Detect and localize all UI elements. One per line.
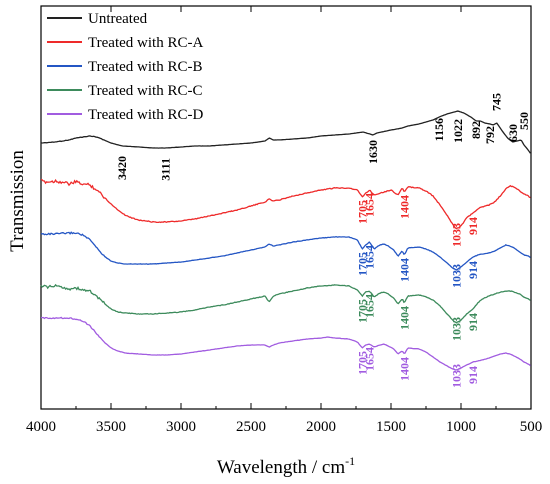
x-tick-label: 3500 xyxy=(96,419,126,435)
x-tick-label: 2000 xyxy=(306,419,336,435)
legend: Untreated Treated with RC-A Treated with R… xyxy=(47,11,203,123)
x-tick-label: 2500 xyxy=(236,419,266,435)
peak-label: 1654 xyxy=(362,193,376,217)
peak-label: 630 xyxy=(506,124,520,142)
peak-label: 914 xyxy=(466,217,480,235)
x-axis-title-text: Wavelength / cm xyxy=(217,457,345,478)
legend-label: Treated with RC-C xyxy=(88,83,202,99)
peak-label: 1033 xyxy=(449,223,463,247)
legend-label: Treated with RC-A xyxy=(88,35,203,51)
x-tick-label: 3000 xyxy=(166,419,196,435)
peak-label: 914 xyxy=(466,366,480,384)
legend-label: Treated with RC-D xyxy=(88,107,203,123)
peak-label: 1033 xyxy=(449,364,463,388)
peak-label: 1033 xyxy=(449,264,463,288)
peak-label: 792 xyxy=(483,126,497,144)
peak-label: 1705 xyxy=(355,299,369,323)
peak-label: 1705 xyxy=(355,200,369,224)
x-tick-label: 4000 xyxy=(26,419,56,435)
peak-label: 1654 xyxy=(362,245,376,269)
series-line-5 xyxy=(40,316,531,371)
legend-label: Treated with RC-B xyxy=(88,59,202,75)
peak-label: 1033 xyxy=(449,317,463,341)
peak-label: 1404 xyxy=(397,357,411,381)
peak-label: 1654 xyxy=(362,347,376,371)
peak-label: 1022 xyxy=(451,119,465,143)
series-line-1 xyxy=(40,110,531,154)
series-line-3 xyxy=(40,231,531,271)
series-layer xyxy=(40,110,531,371)
x-tick-label: 1000 xyxy=(446,419,476,435)
series-line-2 xyxy=(40,178,531,230)
x-axis-ticks: 4000 3500 3000 2500 2000 1500 1000 500 xyxy=(26,6,542,435)
peak-label: 3420 xyxy=(115,156,129,180)
series-line-4 xyxy=(40,283,531,324)
peak-label: 1705 xyxy=(355,351,369,375)
peak-label: 3111 xyxy=(159,158,173,181)
x-axis-title: Wavelength / cm-1 xyxy=(217,454,355,478)
peak-label: 1404 xyxy=(397,195,411,219)
peak-label: 914 xyxy=(466,313,480,331)
peak-label: 1654 xyxy=(362,294,376,318)
y-axis-title: Transmission xyxy=(7,150,28,252)
peak-label: 1705 xyxy=(355,252,369,276)
x-tick-label: 1500 xyxy=(376,419,406,435)
x-axis-title-superscript: -1 xyxy=(345,454,355,468)
peak-label: 745 xyxy=(490,93,504,111)
legend-label: Untreated xyxy=(88,11,148,27)
peak-label: 1404 xyxy=(397,258,411,282)
x-tick-label: 500 xyxy=(520,419,543,435)
peak-label: 1630 xyxy=(366,140,380,164)
peak-label: 892 xyxy=(469,121,483,139)
peak-label: 1404 xyxy=(397,306,411,330)
peak-label: 1156 xyxy=(432,118,446,141)
peak-label: 550 xyxy=(517,112,531,130)
peak-label: 914 xyxy=(466,261,480,279)
